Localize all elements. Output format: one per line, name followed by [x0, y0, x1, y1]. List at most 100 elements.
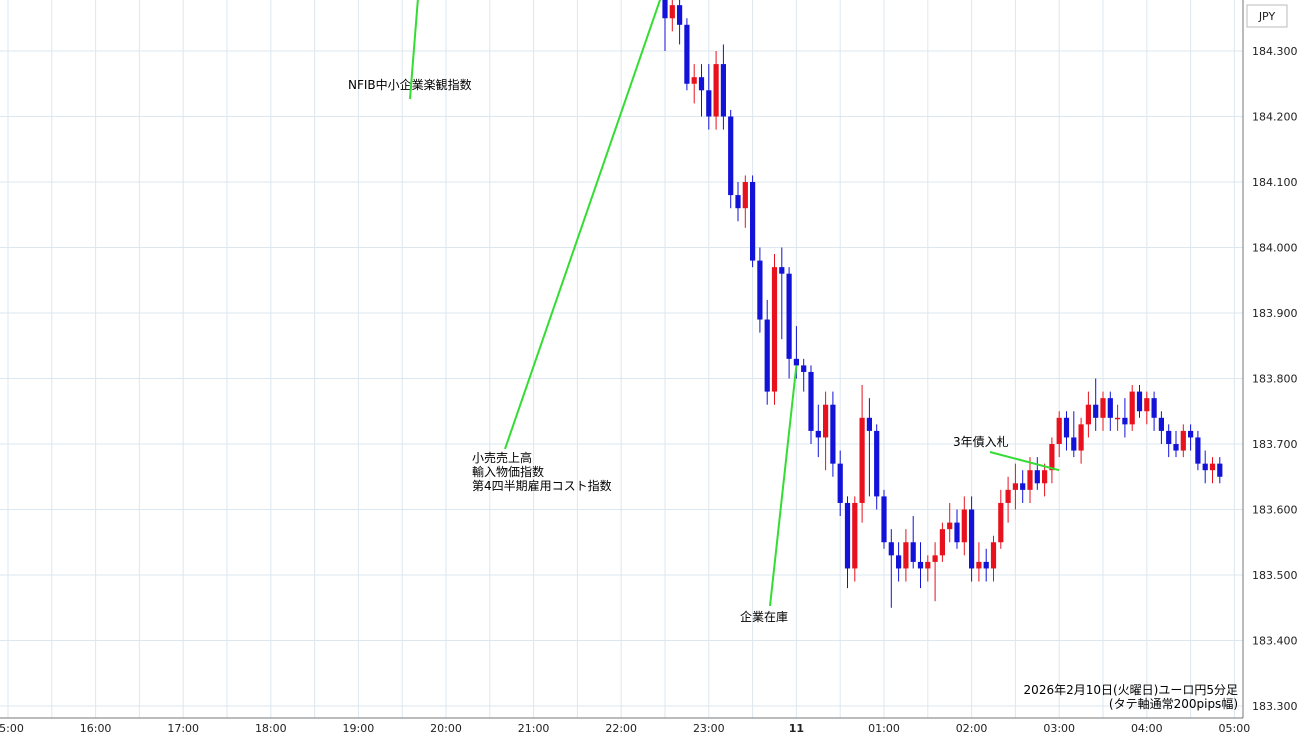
- candle: [757, 247, 763, 333]
- candle: [1027, 457, 1033, 503]
- candle-body: [990, 542, 997, 569]
- candle-body: [1063, 417, 1070, 438]
- annotation-leader: [989, 451, 1060, 472]
- candle: [815, 404, 821, 458]
- candle-body: [1078, 424, 1084, 451]
- candle-body: [1129, 391, 1135, 425]
- candle-body: [1173, 444, 1179, 451]
- candle-body: [1100, 398, 1106, 418]
- candle-body: [815, 430, 821, 438]
- candle: [1195, 430, 1201, 471]
- candle: [720, 44, 726, 130]
- candle-body: [1042, 470, 1048, 484]
- candle-body: [808, 371, 814, 431]
- candle: [779, 247, 785, 340]
- candle-body: [1005, 489, 1011, 503]
- x-tick-label: 01:00: [868, 722, 900, 735]
- candle-body: [669, 5, 675, 19]
- candle: [669, 0, 675, 32]
- candle-body: [1217, 463, 1223, 477]
- x-tick-label: 04:00: [1131, 722, 1163, 735]
- candle: [1144, 391, 1150, 425]
- candle-body: [771, 267, 778, 392]
- annotation-text: 輸入物価指数: [472, 464, 544, 479]
- candle: [728, 109, 734, 209]
- x-tick-label: 15:00: [0, 722, 24, 735]
- candle: [1005, 476, 1011, 523]
- candle: [684, 18, 690, 91]
- candle: [713, 51, 719, 130]
- candle: [1173, 430, 1179, 458]
- candle-body: [947, 522, 953, 530]
- candle-body: [910, 542, 916, 562]
- candle: [1020, 470, 1026, 503]
- candle: [1217, 457, 1223, 484]
- candle: [1188, 424, 1194, 451]
- candle: [939, 522, 945, 562]
- candle-body: [1122, 417, 1128, 425]
- candle-body: [1027, 470, 1033, 490]
- candle: [866, 398, 872, 497]
- y-tick-label: 184.300: [1252, 45, 1298, 58]
- candle: [764, 299, 770, 405]
- candle-body: [1202, 463, 1208, 471]
- candle: [1078, 417, 1084, 464]
- x-tick-label: 03:00: [1043, 722, 1075, 735]
- candle: [1129, 385, 1135, 431]
- candle: [1071, 411, 1077, 458]
- candle-body: [1166, 430, 1172, 444]
- candle-body: [1151, 398, 1157, 418]
- candle: [1122, 398, 1128, 438]
- candle-body: [750, 182, 756, 261]
- annotation-text: 企業在庫: [740, 609, 788, 624]
- candle: [771, 254, 778, 405]
- y-tick-label: 184.200: [1252, 111, 1298, 124]
- candle-body: [1056, 417, 1062, 444]
- candle-body: [764, 319, 770, 392]
- x-tick-label: 02:00: [956, 722, 988, 735]
- candle: [910, 516, 916, 569]
- annotation-text: NFIB中小企業楽観指数: [348, 77, 472, 92]
- candle-body: [801, 365, 807, 372]
- candle: [969, 496, 975, 582]
- candle-body: [691, 77, 697, 84]
- x-tick-label: 11: [789, 722, 804, 735]
- candle: [976, 542, 982, 582]
- candle: [932, 542, 938, 602]
- candle-body: [1195, 437, 1201, 464]
- candle-body: [969, 509, 975, 569]
- candle: [1056, 411, 1062, 458]
- candle: [735, 182, 741, 222]
- x-tick-label: 21:00: [518, 722, 550, 735]
- candle-body: [1012, 483, 1018, 490]
- candle-body: [874, 430, 880, 497]
- candle-body: [823, 404, 829, 438]
- currency-box: [1246, 4, 1288, 28]
- candle-body: [1049, 444, 1055, 471]
- candle: [983, 548, 989, 582]
- candle: [954, 509, 960, 549]
- candle: [1158, 411, 1164, 444]
- candle: [925, 555, 931, 582]
- annotation-text: 第4四半期雇用コスト指数: [472, 478, 612, 493]
- y-tick-label: 183.400: [1252, 635, 1298, 648]
- candle: [1093, 378, 1099, 431]
- candle-body: [939, 529, 945, 556]
- x-tick-label: 23:00: [693, 722, 725, 735]
- candle-body: [698, 77, 705, 91]
- candle-body: [903, 542, 909, 569]
- x-tick-label: 05:00: [1219, 722, 1251, 735]
- y-tick-label: 183.800: [1252, 373, 1298, 386]
- candle-body: [706, 90, 712, 117]
- candle: [896, 542, 902, 582]
- candle: [1180, 424, 1186, 458]
- candle-body: [1180, 430, 1186, 451]
- annotation-text: 3年債入札: [953, 434, 1009, 449]
- candle: [1136, 385, 1143, 418]
- candle-body: [757, 260, 763, 320]
- candle: [947, 502, 953, 543]
- y-tick-label: 183.500: [1252, 569, 1298, 582]
- candle-body: [983, 561, 989, 569]
- candle: [1209, 457, 1216, 484]
- candle: [742, 175, 748, 228]
